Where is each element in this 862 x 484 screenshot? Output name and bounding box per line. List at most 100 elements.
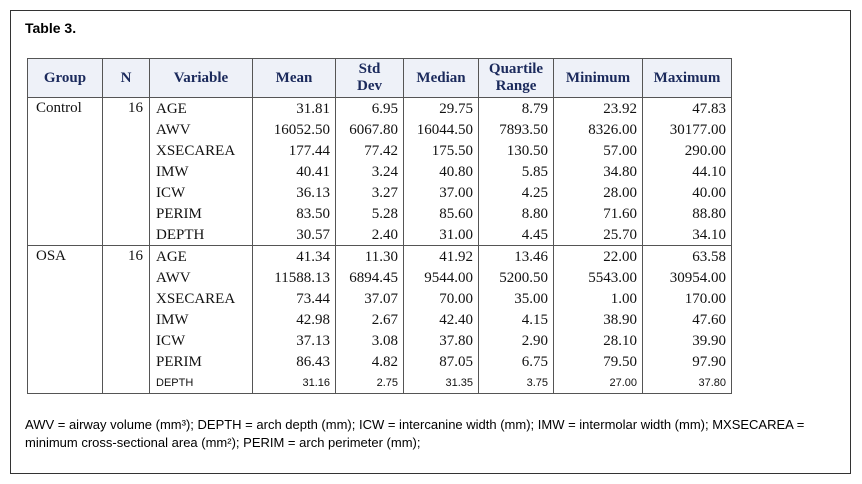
header-std-line1: Std <box>358 61 381 77</box>
minimum-cell: 25.70 <box>553 224 643 246</box>
std-dev-cell: 3.24 <box>335 161 404 182</box>
mean-cell: 30.57 <box>252 224 336 246</box>
variable-cell: XSECAREA <box>149 288 253 309</box>
mean-cell: 36.13 <box>252 182 336 203</box>
std-dev-cell: 6067.80 <box>335 119 404 140</box>
std-dev-cell: 77.42 <box>335 140 404 161</box>
header-variable: Variable <box>149 58 253 98</box>
header-median: Median <box>403 58 479 98</box>
median-cell: 9544.00 <box>403 267 479 288</box>
header-quartile-line1: Quartile <box>488 61 544 77</box>
std-dev-cell: 5.28 <box>335 203 404 224</box>
quartile-range-cell: 8.80 <box>478 203 554 224</box>
table-row: Control 16 AGE 31.81 6.95 29.75 8.79 23.92 47.83 <box>27 97 732 246</box>
minimum-cell: 71.60 <box>553 203 643 224</box>
maximum-cell: 44.10 <box>692 163 726 180</box>
median-cell: 175.50 <box>403 140 479 161</box>
quartile-range-cell: 6.75 <box>478 351 554 372</box>
quartile-range-cell: 5200.50 <box>478 267 554 288</box>
median-cell: 37.80 <box>403 330 479 351</box>
std-dev-cell: 2.67 <box>335 309 404 330</box>
footnote: AWV = airway volume (mm³); DEPTH = arch … <box>25 417 805 450</box>
maximum-cell: 30954.00 <box>669 269 726 286</box>
header-minimum: Minimum <box>553 58 643 98</box>
group-cell: OSA <box>27 245 103 394</box>
maximum-cell: 97.90 <box>692 353 726 370</box>
quartile-range-cell: 4.45 <box>478 224 554 246</box>
quartile-range-cell: 5.85 <box>478 161 554 182</box>
table-row: OSA 16 AGE 41.34 11.30 41.92 13.46 22.00 63.58 <box>27 245 732 394</box>
table-row: IMW 42.98 2.67 42.40 4.15 38.90 47.60 <box>28 309 732 330</box>
quartile-range-cell: 7893.50 <box>478 119 554 140</box>
variable-cell: DEPTH <box>149 224 253 246</box>
median-cell: 41.92 <box>403 245 479 267</box>
n-cell: 16 <box>102 97 150 246</box>
mean-cell: 73.44 <box>252 288 336 309</box>
header-n: N <box>102 58 150 98</box>
header-mean: Mean <box>252 58 336 98</box>
median-cell: 16044.50 <box>403 119 479 140</box>
std-dev-cell: 6.95 <box>335 97 404 119</box>
table-row: PERIM 83.50 5.28 85.60 8.80 71.60 88.80 <box>28 203 732 224</box>
minimum-cell: 8326.00 <box>553 119 643 140</box>
minimum-cell: 23.92 <box>553 97 643 119</box>
statistics-table: Group N Variable Mean Std Dev Median Qua… <box>27 58 732 394</box>
table-row: DEPTH 30.57 2.40 31.00 4.45 25.70 34.10 <box>28 224 732 246</box>
variable-cell: ICW <box>149 182 253 203</box>
median-cell: 42.40 <box>403 309 479 330</box>
median-cell: 31.00 <box>403 224 479 246</box>
quartile-range-cell: 35.00 <box>478 288 554 309</box>
mean-cell: 40.41 <box>252 161 336 182</box>
table-panel: Table 3. Group N Variable Mean Std Dev M… <box>10 10 851 474</box>
quartile-range-cell: 3.75 <box>478 372 554 394</box>
quartile-range-cell: 13.46 <box>478 245 554 267</box>
minimum-cell: 79.50 <box>553 351 643 372</box>
variable-cell: AGE <box>149 245 253 267</box>
maximum-cell: 290.00 <box>684 142 726 159</box>
header-quartile-range: Quartile Range <box>478 58 554 98</box>
variable-cell: PERIM <box>149 203 253 224</box>
minimum-cell: 34.80 <box>553 161 643 182</box>
maximum-cell: 37.80 <box>698 376 726 389</box>
variable-cell: DEPTH <box>149 372 253 394</box>
std-dev-cell: 2.75 <box>335 372 404 394</box>
std-dev-cell: 37.07 <box>335 288 404 309</box>
variable-cell: AWV <box>149 267 253 288</box>
maximum-cell: 63.58 <box>642 245 732 267</box>
maximum-cell: 47.60 <box>692 311 726 328</box>
mean-cell: 31.81 <box>252 97 336 119</box>
mean-cell: 16052.50 <box>252 119 336 140</box>
mean-cell: 11588.13 <box>252 267 336 288</box>
table-row: XSECAREA 73.44 37.07 70.00 35.00 1.00 170.00 <box>28 288 732 309</box>
table-row: XSECAREA 177.44 77.42 175.50 130.50 57.00 290.… <box>28 140 732 161</box>
maximum-cell: 88.80 <box>692 205 726 222</box>
mean-cell: 83.50 <box>252 203 336 224</box>
quartile-range-cell: 4.25 <box>478 182 554 203</box>
maximum-cell: 30177.00 <box>669 121 726 138</box>
table-body: Control 16 AGE 31.81 6.95 29.75 8.79 23.92 47.83… <box>27 97 732 394</box>
table-row: PERIM 86.43 4.82 87.05 6.75 79.50 97.90 <box>28 351 732 372</box>
quartile-range-cell: 8.79 <box>478 97 554 119</box>
median-cell: 87.05 <box>403 351 479 372</box>
header-quartile-line2: Range <box>495 78 537 94</box>
variable-cell: AWV <box>149 119 253 140</box>
header-group: Group <box>27 58 103 98</box>
mean-cell: 177.44 <box>252 140 336 161</box>
mean-cell: 86.43 <box>252 351 336 372</box>
variable-cell: PERIM <box>149 351 253 372</box>
std-dev-cell: 3.27 <box>335 182 404 203</box>
median-cell: 70.00 <box>403 288 479 309</box>
quartile-range-cell: 4.15 <box>478 309 554 330</box>
median-cell: 40.80 <box>403 161 479 182</box>
median-cell: 85.60 <box>403 203 479 224</box>
std-dev-cell: 2.40 <box>335 224 404 246</box>
variable-cell: XSECAREA <box>149 140 253 161</box>
maximum-cell: 40.00 <box>692 184 726 201</box>
table-row: DEPTH 31.16 2.75 31.35 3.75 27.00 37.80 <box>28 372 732 394</box>
minimum-cell: 57.00 <box>553 140 643 161</box>
minimum-cell: 1.00 <box>553 288 643 309</box>
std-dev-cell: 6894.45 <box>335 267 404 288</box>
variable-cell: IMW <box>149 161 253 182</box>
header-maximum: Maximum <box>642 58 732 98</box>
median-cell: 29.75 <box>403 97 479 119</box>
